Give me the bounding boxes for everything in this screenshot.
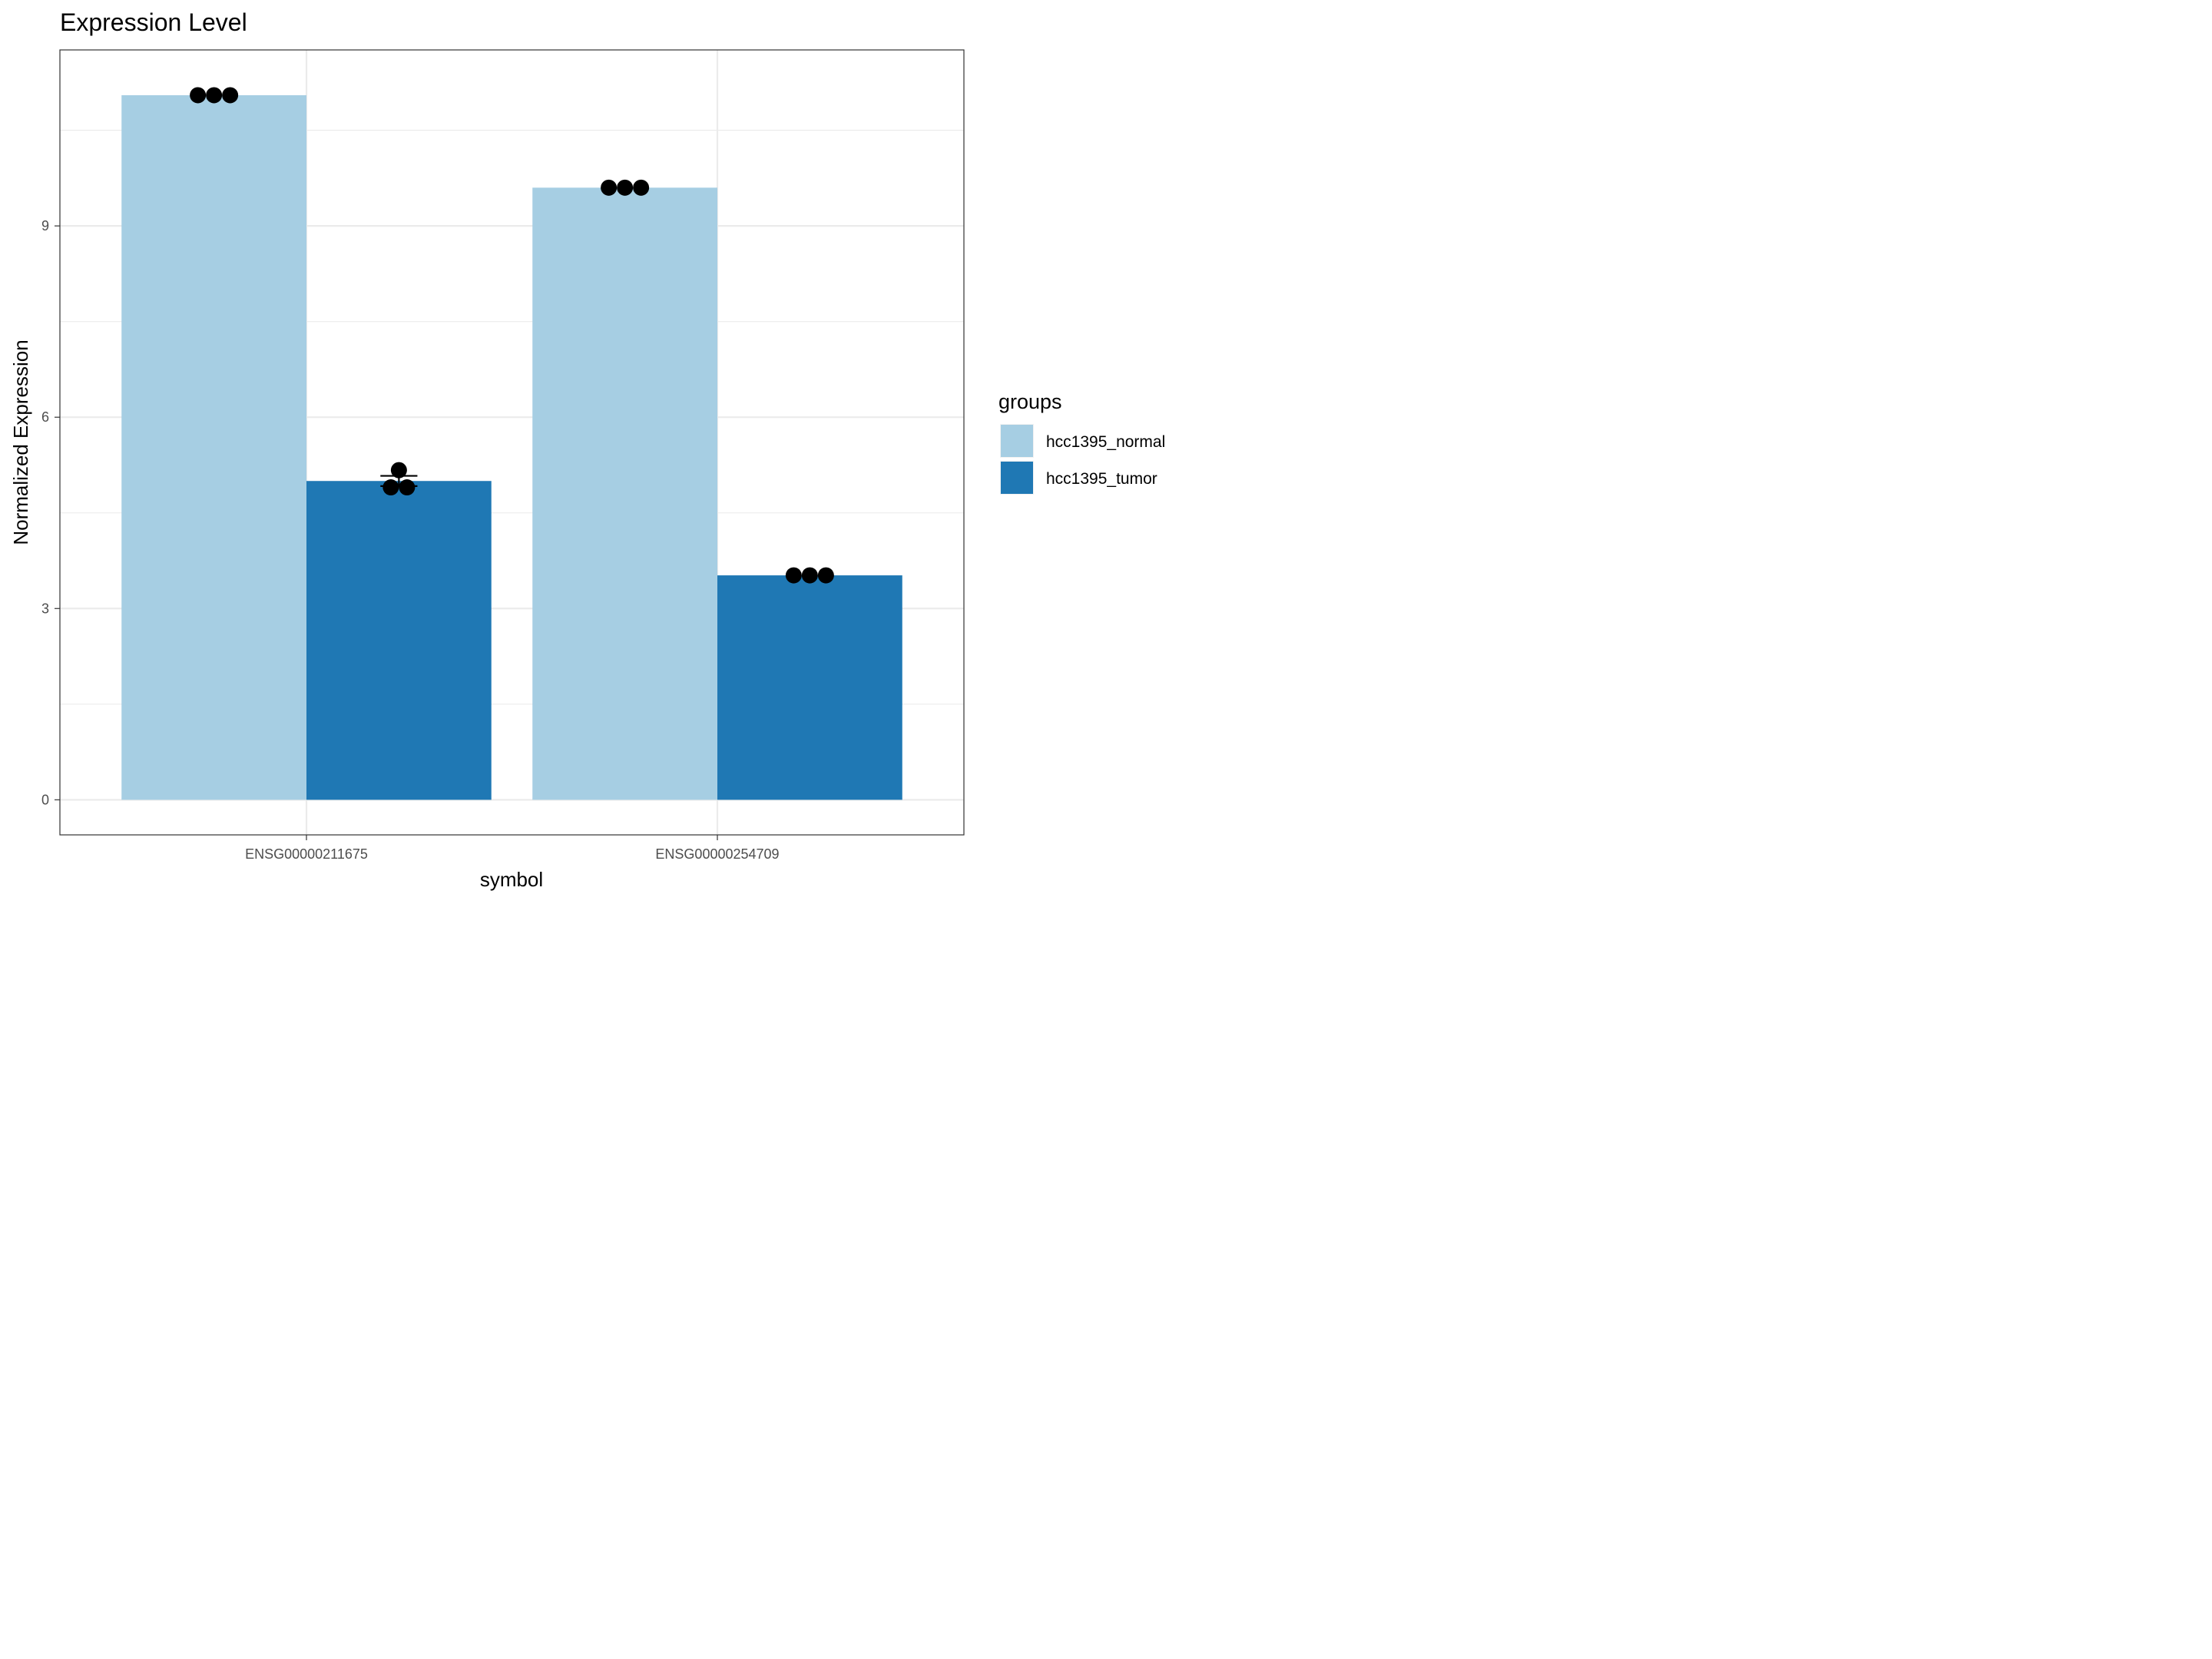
data-point	[382, 479, 399, 496]
legend-items: hcc1395_normal hcc1395_tumor	[1000, 424, 1165, 495]
data-point	[617, 179, 634, 196]
x-tick-label: ENSG00000254709	[655, 846, 779, 862]
legend-swatch-hcc1395_tumor	[1001, 462, 1033, 494]
y-tick-label: 3	[41, 601, 49, 616]
data-point	[817, 567, 834, 584]
bar-hcc1395_tumor-ENSG00000254709	[717, 575, 902, 800]
y-tick-label: 6	[41, 409, 49, 425]
data-point	[801, 567, 818, 584]
legend-swatch-hcc1395_normal	[1001, 425, 1033, 457]
plot-panel-border	[59, 49, 965, 836]
data-points	[190, 87, 834, 584]
data-point	[206, 87, 223, 104]
data-point	[399, 479, 416, 496]
bar-hcc1395_tumor-ENSG00000211675	[306, 481, 492, 800]
chart-canvas: 0 3 6 9 ENSG00000211675 ENSG00000254709 Expre…	[0, 0, 1189, 892]
chart-title: Expression Level	[60, 8, 247, 36]
y-tick-label: 9	[41, 218, 49, 233]
x-tick-label: ENSG00000211675	[245, 846, 368, 862]
y-tick-label: 0	[41, 792, 49, 807]
legend-label: hcc1395_normal	[1046, 433, 1165, 451]
y-axis-title: Normalized Expression	[9, 339, 32, 545]
expression-bar-chart: 0 3 6 9 ENSG00000211675 ENSG00000254709 Expre…	[0, 0, 1189, 892]
data-point	[222, 87, 239, 104]
axes: 0 3 6 9 ENSG00000211675 ENSG00000254709	[41, 218, 780, 862]
data-point	[601, 179, 618, 196]
data-point	[633, 179, 650, 196]
data-point	[785, 567, 802, 584]
bar-hcc1395_normal-ENSG00000211675	[121, 94, 306, 800]
bars	[121, 94, 902, 800]
data-point	[190, 87, 207, 104]
data-point	[390, 462, 407, 478]
x-axis-title: symbol	[480, 868, 543, 891]
legend-label: hcc1395_tumor	[1046, 470, 1157, 488]
legend-title: groups	[998, 390, 1062, 413]
legend: groups hcc1395_normal hcc1395_tumor	[998, 390, 1165, 495]
bar-hcc1395_normal-ENSG00000254709	[532, 187, 717, 800]
